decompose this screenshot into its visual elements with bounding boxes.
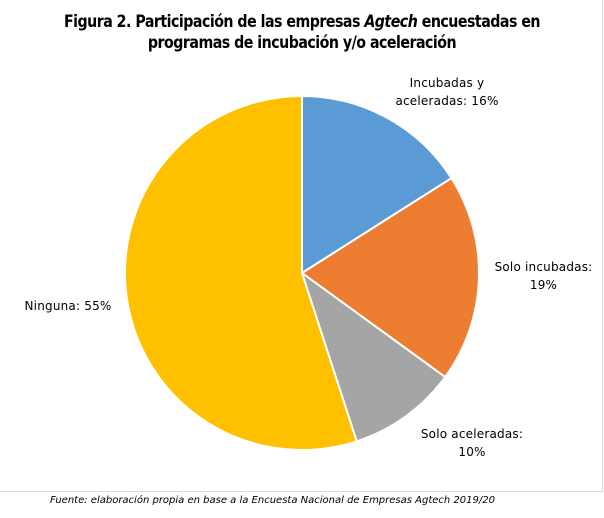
label-line: aceleradas: 16% bbox=[395, 94, 499, 108]
label-solo-aceleradas: Solo aceleradas: 10% bbox=[412, 425, 532, 461]
source-note: Fuente: elaboración propia en base a la … bbox=[50, 495, 495, 506]
label-line: Incubadas y bbox=[409, 76, 485, 90]
pie-slices bbox=[124, 95, 480, 451]
pie-slice-3 bbox=[124, 95, 358, 451]
label-line: Ninguna: 55% bbox=[24, 299, 112, 313]
label-incubadas-aceleradas: Incubadas y aceleradas: 16% bbox=[392, 74, 502, 110]
label-ninguna: Ninguna: 55% bbox=[18, 297, 118, 315]
label-solo-incubadas: Solo incubadas: 19% bbox=[486, 258, 601, 294]
label-line: 19% bbox=[529, 278, 558, 292]
title-text-a: Figura 2. Participación de las empresas bbox=[63, 12, 365, 31]
title-text-b: encuestadas en bbox=[417, 12, 541, 31]
chart-frame bbox=[0, 0, 603, 492]
label-line: 10% bbox=[458, 445, 486, 459]
pie-chart bbox=[124, 95, 480, 451]
title-text-em: Agtech bbox=[364, 12, 418, 31]
pie-slice-0 bbox=[301, 95, 453, 274]
pie-slice-1 bbox=[301, 177, 480, 379]
label-line: Solo aceleradas: bbox=[420, 427, 524, 441]
pie-slice-2 bbox=[301, 272, 447, 443]
label-line: Solo incubadas: bbox=[494, 260, 593, 274]
chart-title-line1: Figura 2. Participación de las empresas … bbox=[59, 11, 544, 32]
chart-title-line2: programas de incubación y/o aceleración bbox=[147, 33, 457, 52]
